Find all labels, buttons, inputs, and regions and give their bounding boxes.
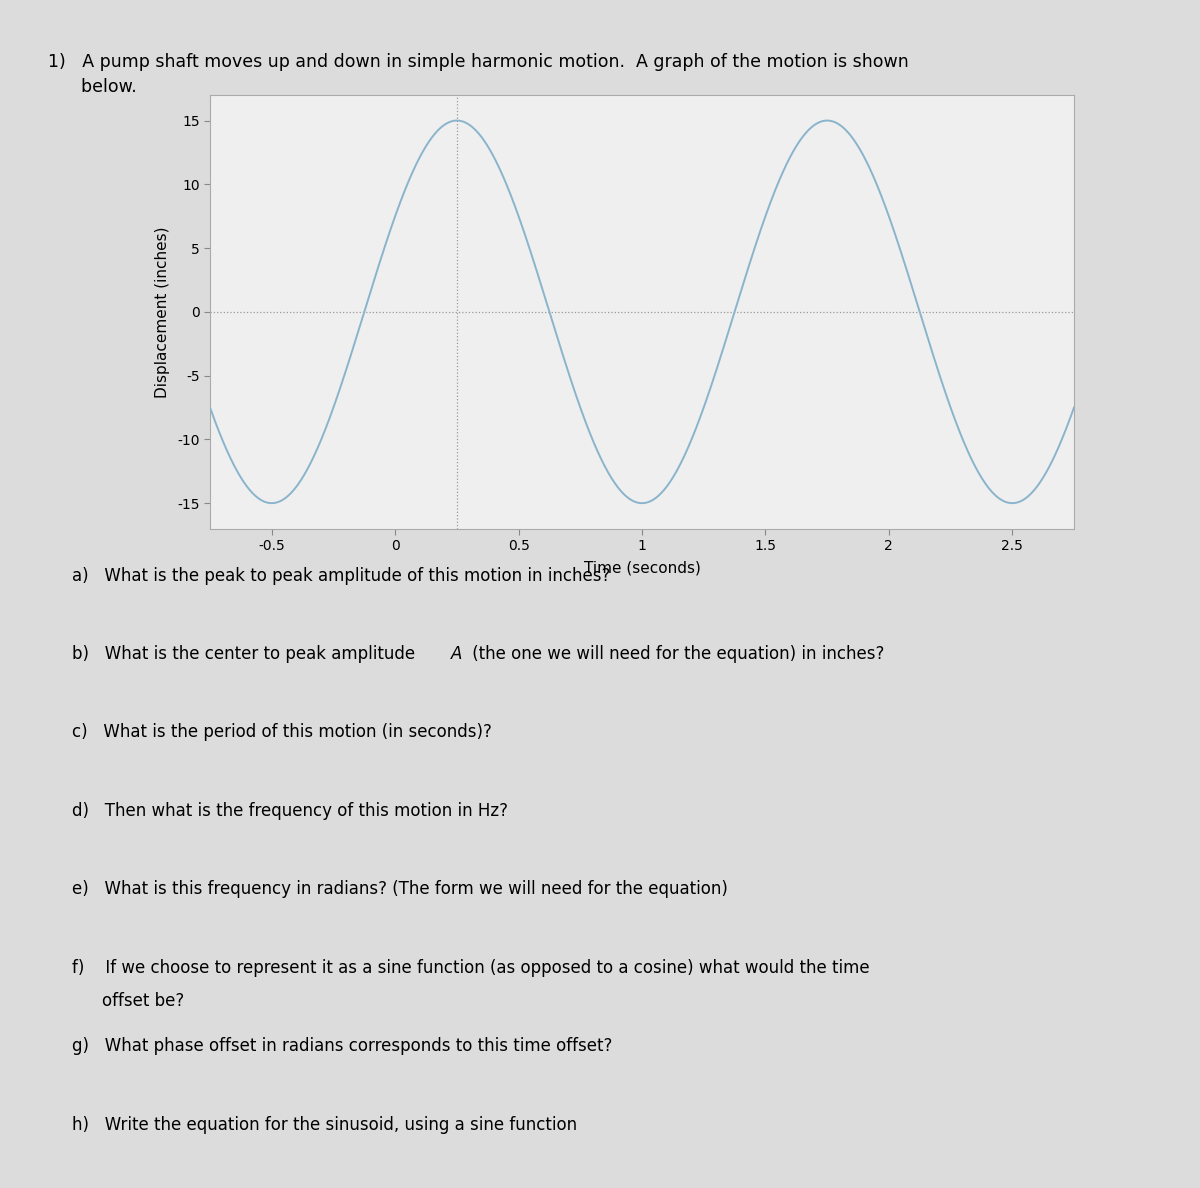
Text: g)   What phase offset in radians corresponds to this time offset?: g) What phase offset in radians correspo… [72,1037,612,1055]
Y-axis label: Displacement (inches): Displacement (inches) [155,226,170,398]
X-axis label: Time (seconds): Time (seconds) [583,560,701,575]
Text: e)   What is this frequency in radians? (The form we will need for the equation): e) What is this frequency in radians? (T… [72,880,728,898]
Text: below.: below. [48,78,137,96]
Text: d)   Then what is the frequency of this motion in Hz?: d) Then what is the frequency of this mo… [72,802,508,820]
Text: h)   Write the equation for the sinusoid, using a sine function: h) Write the equation for the sinusoid, … [72,1116,577,1133]
Text: b)   What is the center to peak amplitude: b) What is the center to peak amplitude [72,645,420,663]
Text: A: A [451,645,462,663]
Text: a)   What is the peak to peak amplitude of this motion in inches?: a) What is the peak to peak amplitude of… [72,567,611,584]
Text: 1)   A pump shaft moves up and down in simple harmonic motion.  A graph of the m: 1) A pump shaft moves up and down in sim… [48,53,908,71]
Text: (the one we will need for the equation) in inches?: (the one we will need for the equation) … [467,645,884,663]
Text: c)   What is the period of this motion (in seconds)?: c) What is the period of this motion (in… [72,723,492,741]
Text: offset be?: offset be? [102,992,185,1010]
Text: f)    If we choose to represent it as a sine function (as opposed to a cosine) w: f) If we choose to represent it as a sin… [72,959,870,977]
